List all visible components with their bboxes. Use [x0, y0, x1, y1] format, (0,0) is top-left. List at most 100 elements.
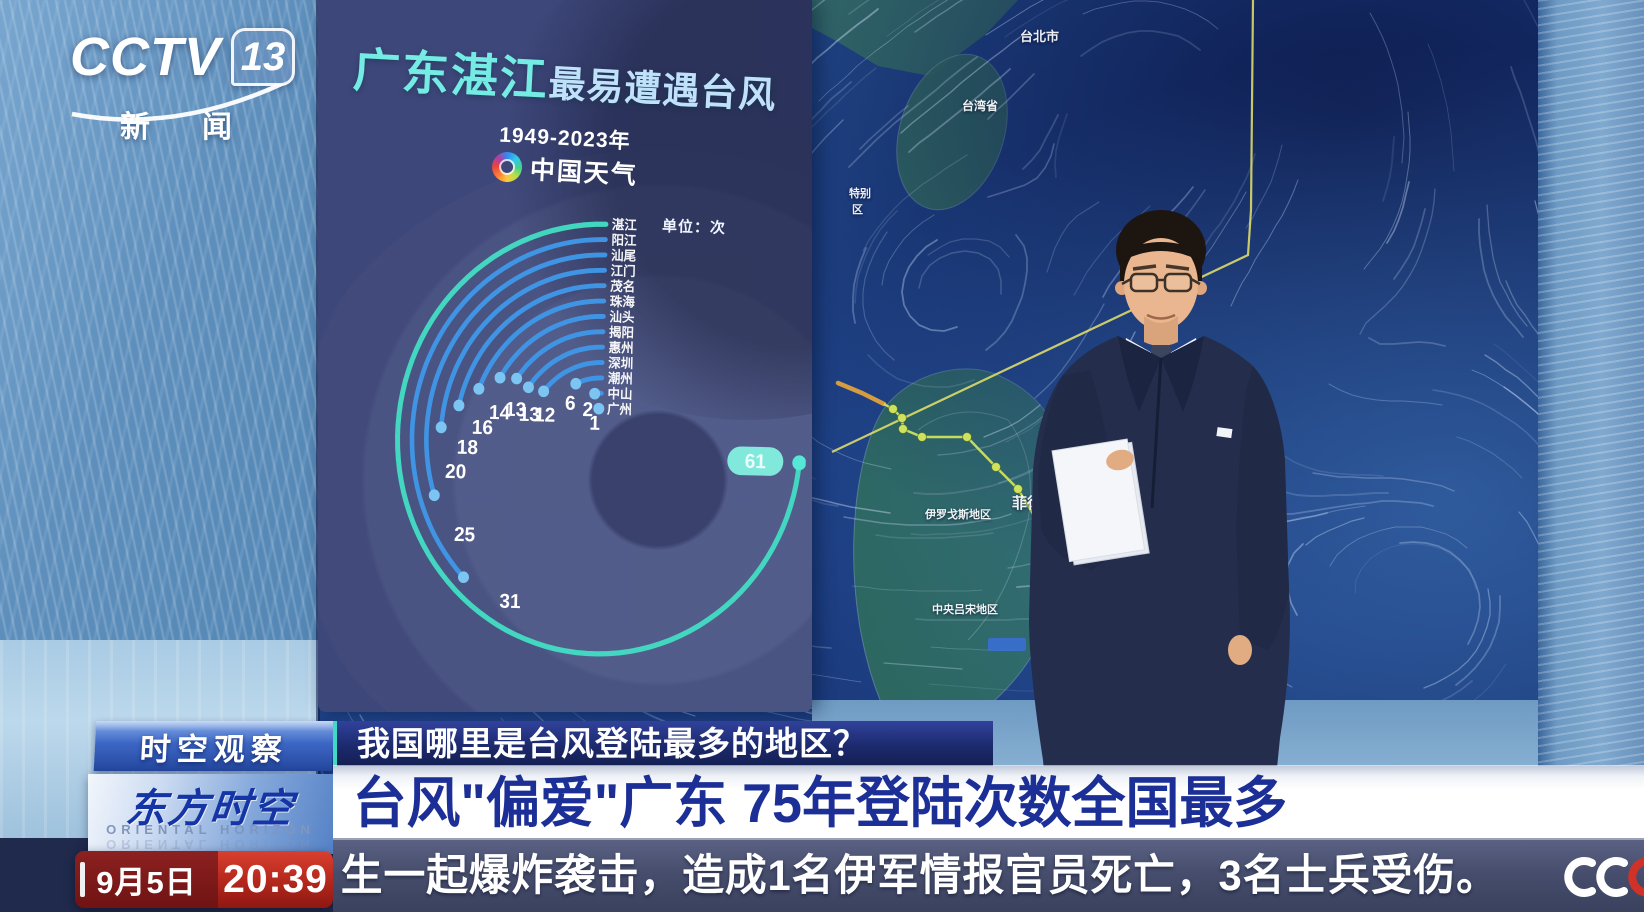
arc-value-label: 1 [589, 412, 600, 435]
studio-right-wall [1538, 0, 1644, 912]
arc-end-dot [428, 489, 440, 502]
arc-珠海 [476, 298, 607, 392]
segment-tag-label: 时空观察 [138, 731, 289, 767]
cctv-ticker-logo [1564, 857, 1644, 897]
segment-tag: 时空观察 [93, 721, 335, 771]
value-pill-text: 61 [744, 450, 766, 473]
arc-value-label: 16 [472, 416, 494, 439]
value-pill [727, 446, 784, 476]
map-label: 中央吕宋地区 [932, 604, 998, 616]
channel-logo: CCTV 13 新闻 [70, 26, 330, 146]
channel-number-badge: 13 [231, 28, 295, 86]
city-label-湛江: 湛江 [612, 217, 638, 233]
map-label: 台北市 [1020, 29, 1060, 44]
arc-end-dot [792, 455, 807, 471]
typhoon-track-orange [835, 380, 887, 407]
arc-江门 [438, 267, 607, 430]
program-name-en-reflection: ORIENTAL HORIZON [106, 837, 315, 852]
arc-value-label: 13 [518, 403, 540, 426]
map-city-chip [988, 638, 1026, 651]
anchor-hand [1228, 635, 1252, 665]
anchor-eyebrow [1165, 264, 1190, 271]
anchor-tie-knot [1151, 345, 1171, 358]
map-border-line [831, 0, 1255, 453]
city-label-茂名: 茂名 [610, 278, 635, 294]
news-ticker: 生一起爆炸袭击，造成1名伊军情报官员死亡，3名士兵受伤。 [333, 838, 1644, 912]
program-logo-box: 东方时空 ORIENTAL HORIZON ORIENTAL HORIZON [88, 774, 333, 854]
arc-value-label: 18 [457, 436, 479, 459]
typhoon-track-point [991, 462, 1001, 472]
arc-value-label: 25 [454, 523, 476, 546]
arc-value-label: 2 [582, 398, 593, 421]
kicker-strip: 我国哪里是台风登陆最多的地区？ [333, 721, 993, 766]
map-label: 区 [852, 204, 863, 216]
time-label: 20:39 [218, 851, 333, 908]
typhoon-track-point [917, 432, 927, 442]
anchor-hand [1106, 449, 1134, 471]
anchor-lapel [1161, 336, 1204, 412]
arc-end-dot [473, 383, 485, 395]
arc-value-label: 13 [505, 398, 527, 421]
arc-茂名 [456, 283, 607, 408]
map-label: 特别 [849, 188, 871, 200]
typhoon-track-point [898, 424, 908, 434]
city-label-惠州: 惠州 [608, 340, 633, 356]
typhoon-track-point [888, 404, 898, 414]
city-label-深圳: 深圳 [608, 355, 634, 371]
anchor-glasses [1129, 272, 1159, 293]
city-label-汕尾: 汕尾 [611, 248, 637, 264]
headline-band: 台风"偏爱"广东 75年登陆次数全国最多 [333, 766, 1644, 838]
arc-end-dot [593, 402, 605, 415]
city-label-中山: 中山 [607, 386, 632, 402]
city-label-珠海: 珠海 [610, 294, 636, 310]
city-label-汕头: 汕头 [609, 309, 635, 325]
program-name-en: ORIENTAL HORIZON [106, 822, 315, 837]
headline-text: 台风"偏爱"广东 75年登陆次数全国最多 [352, 772, 1288, 834]
map-label: 台湾省 [962, 99, 999, 113]
arc-阳江 [409, 237, 608, 580]
news-anchor [1029, 210, 1290, 818]
arc-end-dot [494, 371, 506, 384]
anchor-eyebrow [1132, 264, 1157, 271]
city-label-揭阳: 揭阳 [609, 324, 634, 340]
date-time-box: 9月5日 20:39 [75, 851, 333, 908]
arc-end-dot [435, 421, 447, 434]
map-label: 伊罗戈斯地区 [925, 509, 991, 521]
arc-value-label: 6 [565, 392, 576, 415]
arc-揭阳 [514, 329, 606, 381]
city-label-潮州: 潮州 [608, 370, 633, 386]
kicker-text: 我国哪里是台风登陆最多的地区？ [357, 725, 867, 762]
anchor-face [1124, 238, 1198, 330]
ticker-text: 生一起爆炸袭击，造成1名伊军情报官员死亡，3名士兵受伤。 [340, 852, 1499, 900]
anchor-glasses [1163, 272, 1193, 293]
anchor-arm-right [1236, 366, 1289, 650]
city-label-江门: 江门 [610, 263, 635, 279]
arc-value-label: 20 [445, 460, 467, 483]
arc-value-label: 14 [489, 401, 511, 424]
anchor-lapel [1118, 336, 1161, 412]
arc-湛江 [395, 221, 802, 657]
arc-end-dot [453, 399, 465, 412]
typhoon-track-point [897, 413, 907, 423]
arc-end-dot [570, 377, 582, 390]
anchor-neck [1144, 316, 1178, 346]
arc-end-dot [458, 571, 470, 584]
typhoon-track-point [1013, 484, 1023, 494]
arc-惠州 [526, 344, 605, 390]
arc-end-dot [538, 385, 550, 398]
city-label-阳江: 阳江 [611, 232, 637, 248]
anchor-mouth [1146, 313, 1176, 320]
arc-end-dot [522, 381, 534, 394]
anchor-pocket-square [1216, 427, 1233, 439]
typhoon-track-point [962, 432, 972, 442]
arc-汕尾 [424, 252, 608, 498]
radial-bar-chart: 1 广州 2 中山 6 潮州 12 深圳 13 惠州 13 揭阳 14 汕头 16 珠海 18 茂名 20 江门 25 汕… [395, 217, 807, 657]
arc-深圳 [541, 360, 605, 394]
channel-subtitle: 新闻 [120, 111, 284, 144]
city-label-广州: 广州 [607, 401, 632, 417]
date-label: 9月5日 [75, 851, 218, 908]
arc-value-label: 31 [499, 590, 521, 613]
arc-汕头 [497, 313, 606, 381]
typhoon-infographic-panel: 广东湛江最易遭遇台风 1949-2023年 中国天气 单位：次 1 广州 2 中山 6 潮… [318, 0, 812, 712]
